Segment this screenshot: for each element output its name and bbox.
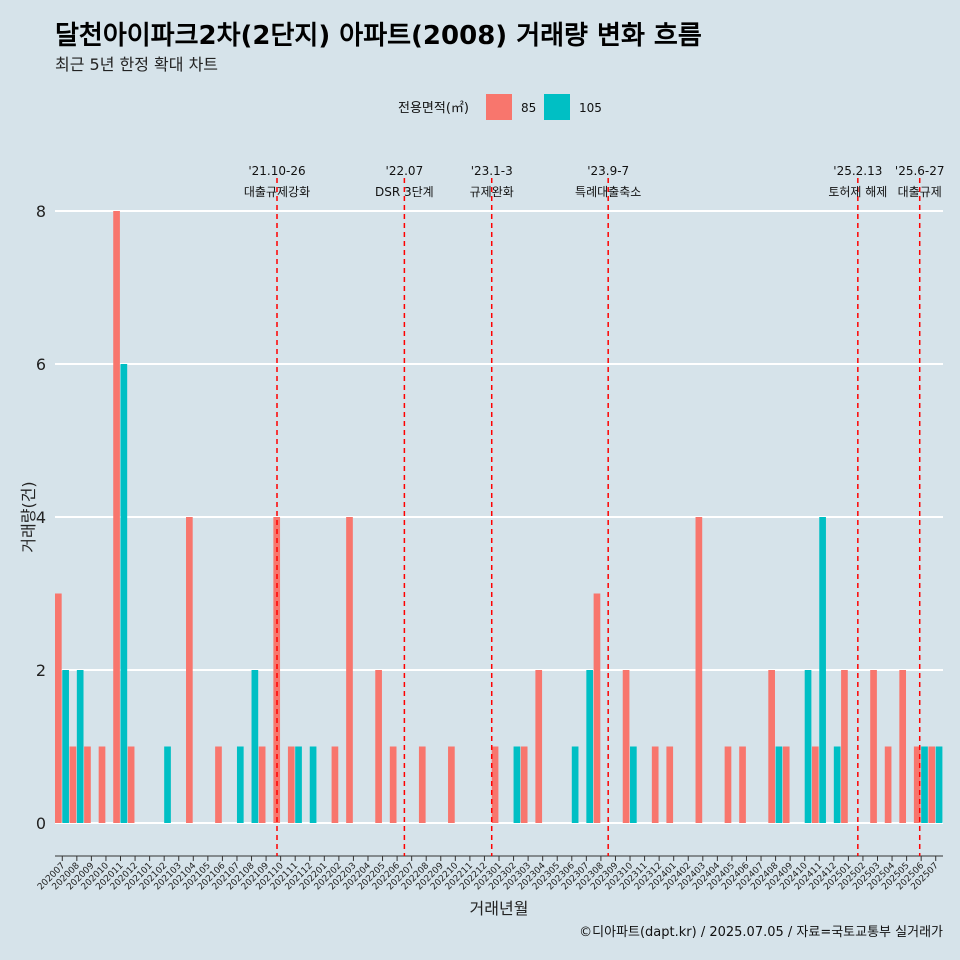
y-tick-label: 8 [36,202,46,221]
bar-105-202306 [571,746,579,823]
event-date-2: '22.07 [386,164,424,178]
bar-105-202411 [819,517,826,823]
bar-85-202310 [622,670,630,823]
bar-85-202110 [273,517,281,823]
bar-85-202308 [593,593,601,823]
y-tick-label: 0 [36,814,46,833]
bar-85-202210 [448,746,455,823]
bar-105-202307 [586,670,594,823]
bar-85-202012 [127,746,135,823]
bar-105-202107 [236,746,244,823]
bar-105-202007 [62,670,69,823]
bar-85-202505 [899,670,907,823]
legend-label-105: 105 [579,101,602,115]
bar-85-202104 [186,517,193,823]
bar-85-202408 [768,670,775,823]
bar-85-202405 [724,746,732,823]
event-label-2: DSR 3단계 [375,185,434,199]
bar-85-202406 [739,746,746,823]
bar-105-202302 [513,746,521,823]
event-date-3: '23.1-3 [471,164,513,178]
chart-subtitle: 최근 5년 한정 확대 차트 [55,55,218,74]
y-tick-label: 6 [36,355,46,374]
bar-85-202501 [841,670,848,823]
event-label-1: 대출규제강화 [244,185,310,199]
bar-85-202111 [287,746,295,823]
bar-105-202108 [251,670,259,823]
bar-105-202112 [309,746,317,823]
bar-85-202007 [55,593,62,823]
bar-85-202409 [782,746,790,823]
y-tick-label: 2 [36,661,46,680]
bar-105-202011 [120,364,128,823]
x-axis-title: 거래년월 [470,899,529,918]
event-label-5: 토허제 해제 [828,185,887,199]
bar-85-202312 [651,746,659,823]
legend-title: 전용면적(㎡) [398,101,469,116]
bar-85-202304 [535,670,543,823]
bar-85-202011 [113,211,120,823]
y-tick-label: 4 [36,508,46,527]
bar-85-202206 [389,746,397,823]
bar-85-202008 [69,746,77,823]
event-date-6: '25.6-27 [895,164,945,178]
bar-85-202301 [491,746,499,823]
bar-105-202111 [295,746,302,823]
event-date-5: '25.2.13 [833,164,882,178]
bar-105-202507 [935,746,943,823]
event-label-6: 대출규제 [898,185,942,199]
bar-85-202507 [928,746,936,823]
bar-85-202303 [520,746,528,823]
bar-85-202205 [375,670,382,823]
bar-85-202106 [215,746,222,823]
chart-title: 달천아이파크2차(2단지) 아파트(2008) 거래량 변화 흐름 [55,21,702,51]
bar-85-202403 [695,517,703,823]
bar-85-202010 [98,746,106,823]
event-label-3: 규제완화 [470,185,514,199]
event-date-4: '23.9-7 [587,164,629,178]
legend-swatch-85 [486,94,512,120]
bar-85-202109 [258,746,266,823]
bar-105-202310 [630,746,637,823]
bar-85-202504 [884,746,892,823]
bar-85-202401 [666,746,674,823]
bar-85-202009 [84,746,91,823]
bar-85-202203 [346,517,353,823]
bar-85-202506 [913,746,921,823]
event-date-1: '21.10-26 [248,164,305,178]
bar-85-202208 [418,746,426,823]
legend-label-85: 85 [521,101,536,115]
bar-85-202202 [331,746,339,823]
bar-105-202102 [164,746,171,823]
event-label-4: 특례대출축소 [575,185,641,199]
chart-caption: ©디아파트(dapt.kr) / 2025.07.05 / 자료=국토교통부 실… [579,925,943,940]
bar-105-202410 [804,670,812,823]
bar-85-202503 [870,670,877,823]
bar-105-202408 [775,746,783,823]
legend-swatch-105 [544,94,570,120]
bar-105-202008 [76,670,84,823]
bar-85-202411 [811,746,819,823]
bar-105-202506 [921,746,928,823]
y-axis-title: 거래량(건) [19,481,38,552]
bar-105-202412 [833,746,841,823]
